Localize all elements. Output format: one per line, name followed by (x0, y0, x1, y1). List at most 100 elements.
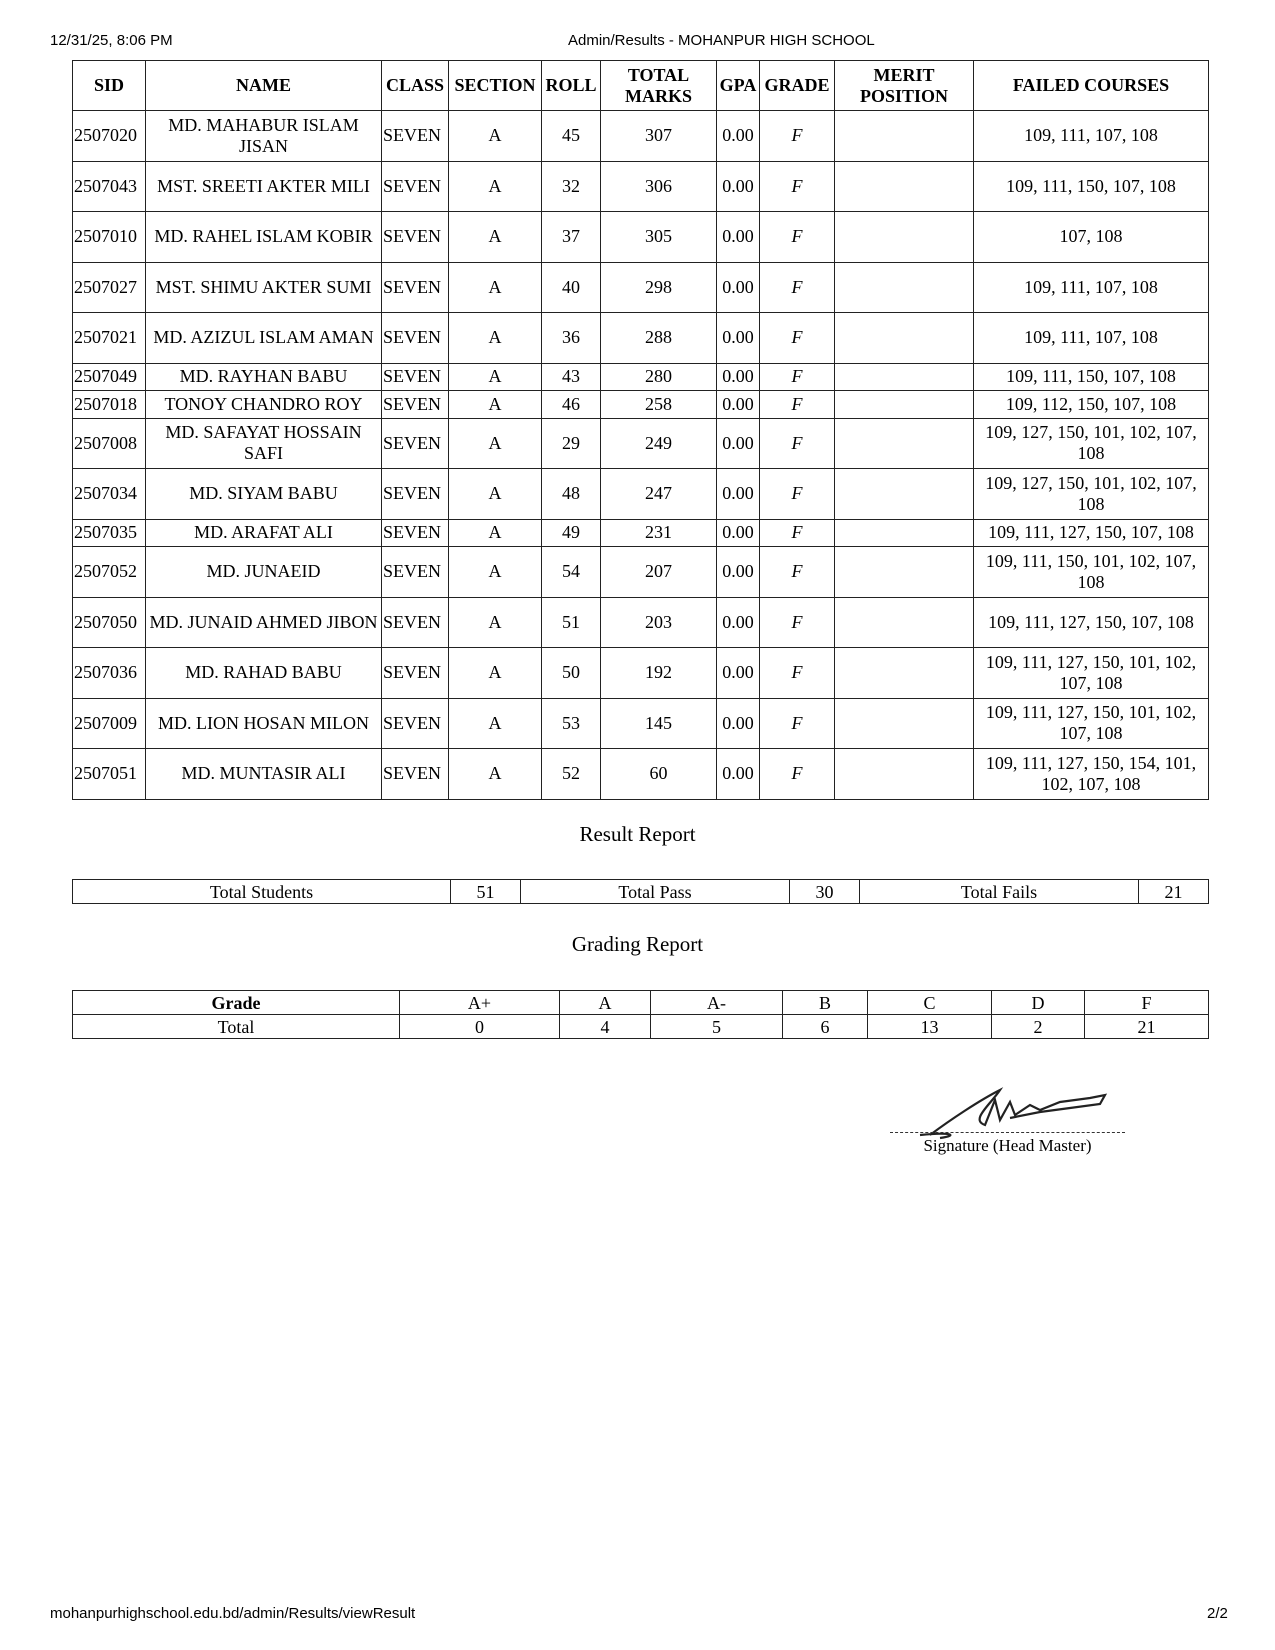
grade-total-2: 4 (559, 1014, 651, 1039)
cell-failed-courses: 109, 111, 127, 150, 101, 102, 107, 108 (973, 647, 1209, 699)
results-table: SID NAME CLASS SECTION ROLL TOTAL MARKS GPA GRA… (72, 60, 1209, 800)
grade-total-3: 5 (650, 1014, 783, 1039)
cell-failed-courses: 109, 111, 127, 150, 107, 108 (973, 518, 1209, 547)
cell-total-marks: 288 (600, 312, 717, 364)
table-row: 2507008 MD. SAFAYAT HOSSAIN SAFI SEVEN A 29 2… (72, 417, 1209, 469)
cell-failed-courses: 109, 111, 127, 150, 101, 102, 107, 108 (973, 697, 1209, 749)
grade-header-6: D (991, 990, 1085, 1015)
cell-roll: 29 (541, 417, 601, 469)
cell-failed-courses: 109, 111, 107, 108 (973, 110, 1209, 162)
cell-merit-position (834, 697, 974, 749)
table-row: 2507021 MD. AZIZUL ISLAM AMAN SEVEN A 36 288 0… (72, 312, 1209, 364)
cell-total-marks: 145 (600, 697, 717, 749)
cell-sid: 2507008 (72, 417, 146, 469)
cell-sid: 2507009 (72, 697, 146, 749)
total-pass-label: Total Pass (520, 879, 790, 904)
cell-failed-courses: 109, 111, 150, 101, 102, 107, 108 (973, 546, 1209, 598)
cell-merit-position (834, 748, 974, 800)
cell-name: MD. AZIZUL ISLAM AMAN (145, 312, 382, 364)
cell-section: A (448, 110, 542, 162)
cell-class: SEVEN (381, 596, 449, 648)
cell-grade: F (759, 390, 835, 419)
column-header-merit-position: MERIT POSITION (834, 60, 974, 111)
cell-grade: F (759, 596, 835, 648)
cell-roll: 52 (541, 748, 601, 800)
signature-label: Signature (Head Master) (923, 1136, 1092, 1155)
cell-section: A (448, 261, 542, 313)
cell-grade: F (759, 697, 835, 749)
cell-class: SEVEN (381, 211, 449, 263)
table-row: 2507018 TONOY CHANDRO ROY SEVEN A 46 258 0.00 F… (72, 390, 1209, 419)
grade-header-0: Grade (72, 990, 400, 1015)
cell-merit-position (834, 647, 974, 699)
total-students-label: Total Students (72, 879, 451, 904)
cell-gpa: 0.00 (716, 697, 760, 749)
cell-class: SEVEN (381, 697, 449, 749)
cell-section: A (448, 312, 542, 364)
cell-sid: 2507020 (72, 110, 146, 162)
table-row: 2507034 MD. SIYAM BABU SEVEN A 48 247 0.00 F 109… (72, 468, 1209, 520)
cell-failed-courses: 109, 111, 107, 108 (973, 312, 1209, 364)
cell-merit-position (834, 362, 974, 391)
total-fails-label: Total Fails (859, 879, 1139, 904)
cell-sid: 2507035 (72, 518, 146, 547)
table-row: 2507052 MD. JUNAEID SEVEN A 54 207 0.00 F 109, 1… (72, 546, 1209, 598)
column-header-grade: GRADE (759, 60, 835, 111)
cell-name: MD. RAHEL ISLAM KOBIR (145, 211, 382, 263)
cell-grade: F (759, 362, 835, 391)
cell-gpa: 0.00 (716, 211, 760, 263)
cell-merit-position (834, 160, 974, 212)
grade-total-5: 13 (867, 1014, 992, 1039)
column-header-section: SECTION (448, 60, 542, 111)
column-header-name: NAME (145, 60, 382, 111)
footer-url: mohanpurhighschool.edu.bd/admin/Results/… (50, 1605, 416, 1622)
cell-section: A (448, 546, 542, 598)
cell-failed-courses: 109, 111, 150, 107, 108 (973, 160, 1209, 212)
cell-section: A (448, 211, 542, 263)
cell-gpa: 0.00 (716, 312, 760, 364)
cell-failed-courses: 109, 112, 150, 107, 108 (973, 390, 1209, 419)
grade-total-0: Total (72, 1014, 400, 1039)
cell-sid: 2507027 (72, 261, 146, 313)
cell-gpa: 0.00 (716, 390, 760, 419)
cell-name: MD. ARAFAT ALI (145, 518, 382, 547)
cell-merit-position (834, 110, 974, 162)
cell-grade: F (759, 110, 835, 162)
cell-merit-position (834, 390, 974, 419)
cell-total-marks: 298 (600, 261, 717, 313)
cell-grade: F (759, 518, 835, 547)
cell-gpa: 0.00 (716, 261, 760, 313)
cell-name: MD. SIYAM BABU (145, 468, 382, 520)
result-summary-table: Total Students 51 Total Pass 30 Total Fa… (72, 879, 1209, 904)
table-row: 2507043 MST. SREETI AKTER MILI SEVEN A 32 306… (72, 160, 1209, 212)
cell-gpa: 0.00 (716, 748, 760, 800)
cell-sid: 2507049 (72, 362, 146, 391)
cell-merit-position (834, 261, 974, 313)
cell-roll: 48 (541, 468, 601, 520)
cell-class: SEVEN (381, 362, 449, 391)
cell-roll: 36 (541, 312, 601, 364)
table-row: 2507010 MD. RAHEL ISLAM KOBIR SEVEN A 37 305 0… (72, 211, 1209, 263)
grading-table: Grade A+ A A- B C D F Total 0 4 5 6 13 2 21 (72, 990, 1209, 1039)
cell-class: SEVEN (381, 110, 449, 162)
cell-class: SEVEN (381, 261, 449, 313)
cell-grade: F (759, 546, 835, 598)
table-row: 2507049 MD. RAYHAN BABU SEVEN A 43 280 0.00 F 10… (72, 362, 1209, 391)
signature-line (890, 1132, 1125, 1133)
cell-total-marks: 203 (600, 596, 717, 648)
cell-section: A (448, 362, 542, 391)
cell-name: MD. JUNAEID (145, 546, 382, 598)
cell-name: MD. RAYHAN BABU (145, 362, 382, 391)
total-fails-value: 21 (1138, 879, 1209, 904)
column-header-sid: SID (72, 60, 146, 111)
cell-failed-courses: 109, 111, 150, 107, 108 (973, 362, 1209, 391)
print-datetime: 12/31/25, 8:06 PM (50, 32, 173, 49)
cell-total-marks: 306 (600, 160, 717, 212)
grade-header-2: A (559, 990, 651, 1015)
table-row: 2507027 MST. SHIMU AKTER SUMI SEVEN A 40 298 0… (72, 261, 1209, 313)
cell-section: A (448, 647, 542, 699)
cell-gpa: 0.00 (716, 518, 760, 547)
cell-name: MST. SHIMU AKTER SUMI (145, 261, 382, 313)
result-report-title: Result Report (579, 822, 696, 846)
cell-total-marks: 192 (600, 647, 717, 699)
